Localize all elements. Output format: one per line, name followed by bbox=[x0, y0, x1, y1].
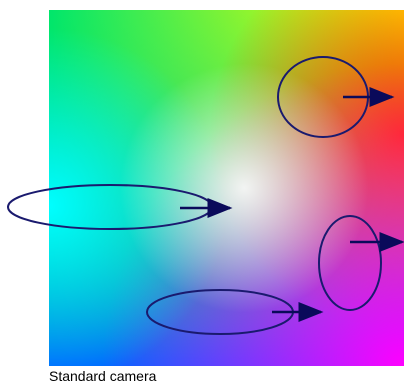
color-space-diagram bbox=[7, 10, 404, 366]
ellipse-bottom bbox=[146, 289, 324, 335]
ellipse-right bbox=[318, 215, 404, 311]
ellipse-top-right bbox=[277, 56, 395, 138]
color-square bbox=[49, 10, 404, 366]
figure-caption: Standard camera bbox=[49, 368, 157, 384]
ellipse-left bbox=[7, 184, 233, 230]
